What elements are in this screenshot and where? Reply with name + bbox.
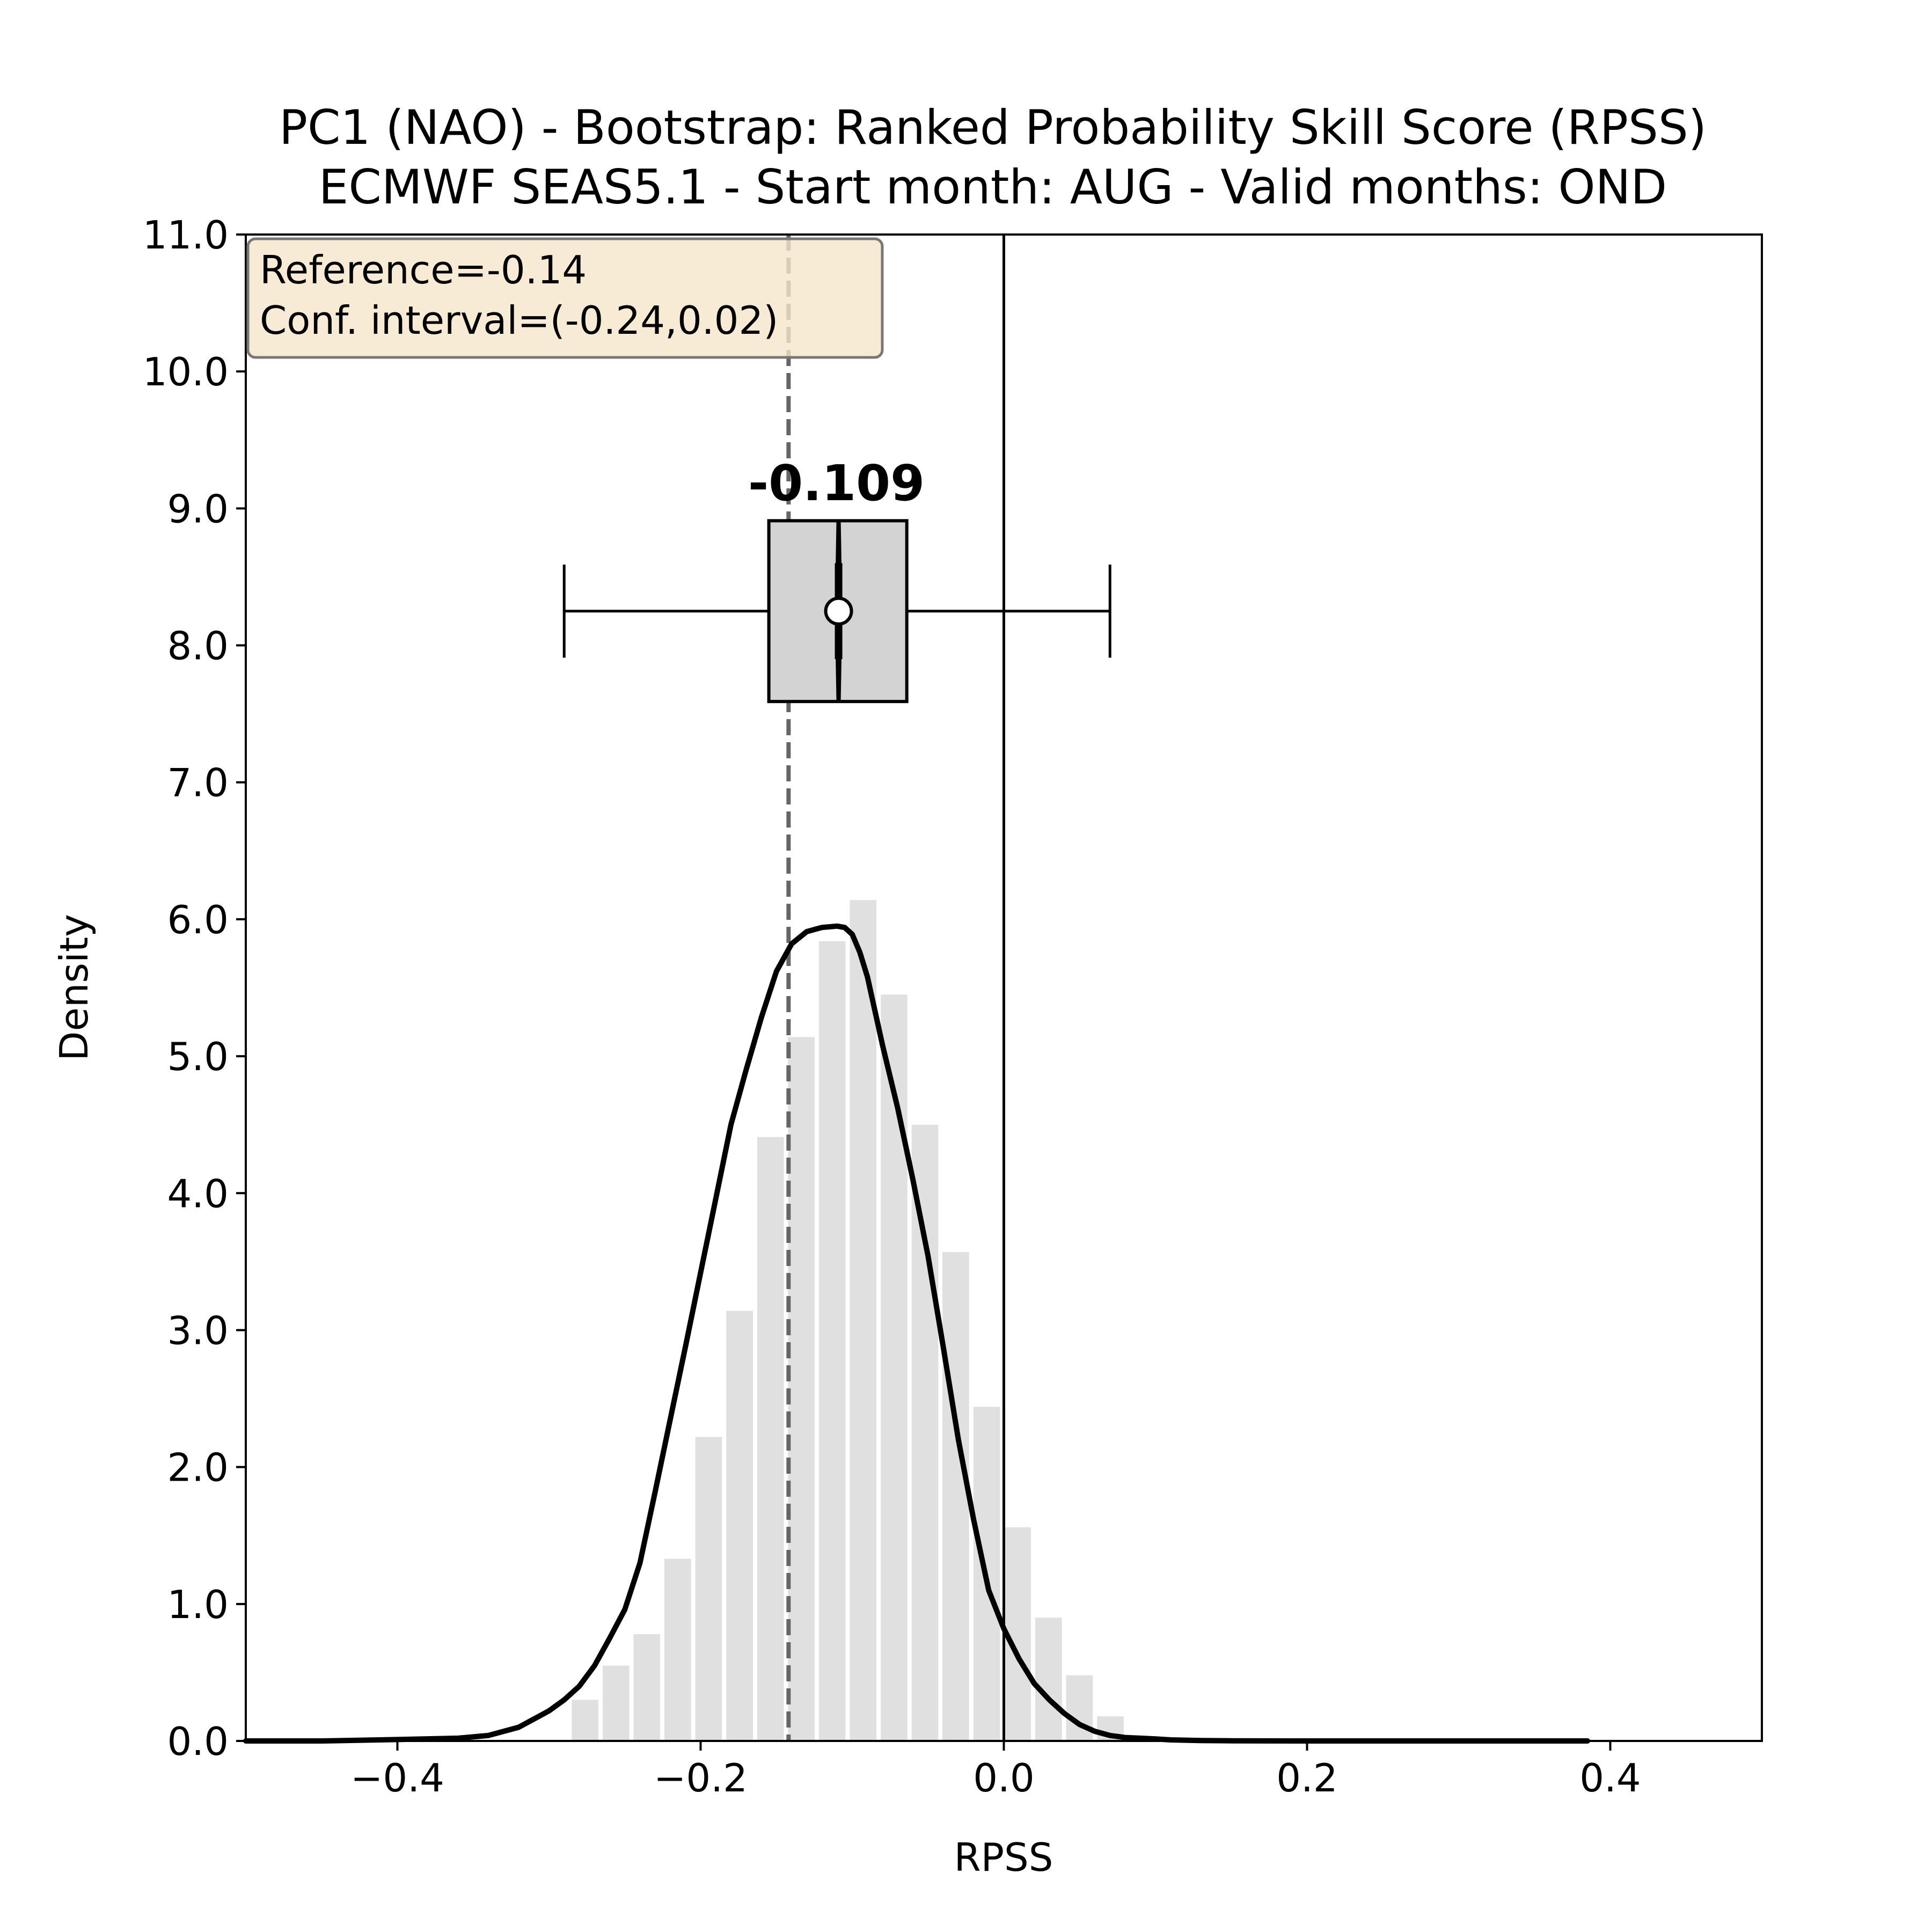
- histogram-bar: [633, 1634, 661, 1741]
- histogram-bar: [757, 1137, 784, 1741]
- y-tick-label: 10.0: [143, 349, 229, 394]
- boxplot: -0.109: [562, 455, 1111, 704]
- histogram-bar: [726, 1311, 753, 1741]
- x-tick-label: 0.4: [1579, 1755, 1641, 1801]
- y-tick-label: 6.0: [167, 897, 229, 942]
- boxplot-mean-marker: [824, 596, 853, 626]
- x-tick-label: 0.2: [1276, 1755, 1338, 1801]
- x-tick-label: −0.2: [654, 1755, 748, 1801]
- histogram-bar: [788, 1037, 815, 1741]
- histogram-bar: [603, 1665, 630, 1741]
- histogram-bar: [572, 1700, 599, 1741]
- y-tick-label: 2.0: [167, 1445, 229, 1490]
- y-tick-label: 0.0: [167, 1719, 229, 1764]
- histogram-bar: [695, 1437, 722, 1741]
- info-confidence-text: Conf. interval=(-0.24,0.02): [260, 298, 778, 343]
- y-axis-label: Density: [52, 914, 97, 1061]
- histogram-bar: [850, 900, 877, 1741]
- y-axis: 0.0 1.0 2.0 3.0 4.0 5.0 6.0 7.0 8.0 9.0 10.0 11.0: [143, 213, 246, 1764]
- chart-title-line2: ECMWF SEAS5.1 - Start month: AUG - Valid…: [319, 159, 1667, 215]
- kde-layer: [243, 923, 1591, 1744]
- plot-area: -0.109: [243, 235, 1591, 1744]
- y-tick-label: 3.0: [167, 1308, 229, 1353]
- x-axis-label: RPSS: [954, 1835, 1053, 1880]
- info-reference-text: Reference=-0.14: [260, 247, 587, 292]
- chart-title-line1: PC1 (NAO) - Bootstrap: Ranked Probabilit…: [279, 100, 1707, 155]
- y-tick-label: 7.0: [167, 760, 229, 806]
- info-box-frame: [246, 237, 884, 359]
- reference-lines: [786, 235, 1005, 1741]
- x-tick-label: −0.4: [350, 1755, 444, 1801]
- histogram-bar: [911, 1124, 939, 1741]
- kde-curve: [243, 923, 1591, 1744]
- histogram-bar: [881, 994, 908, 1741]
- histogram-bar: [818, 941, 846, 1741]
- y-tick-label: 5.0: [167, 1034, 229, 1079]
- x-axis: −0.4 −0.2 0.0 0.2 0.4: [350, 1741, 1641, 1801]
- histogram-bar: [942, 1252, 969, 1741]
- info-box: Reference=-0.14 Conf. interval=(-0.24,0.…: [246, 237, 884, 359]
- boxplot-median-label: -0.109: [748, 455, 925, 512]
- histogram-bar: [1035, 1618, 1062, 1741]
- y-tick-label: 4.0: [167, 1171, 229, 1216]
- y-tick-label: 9.0: [167, 486, 229, 531]
- y-tick-label: 8.0: [167, 624, 229, 669]
- histogram-bars: [572, 900, 1124, 1741]
- histogram-bar: [664, 1558, 691, 1741]
- y-tick-label: 1.0: [167, 1582, 229, 1627]
- x-tick-label: 0.0: [973, 1755, 1035, 1801]
- y-tick-label: 11.0: [143, 213, 229, 258]
